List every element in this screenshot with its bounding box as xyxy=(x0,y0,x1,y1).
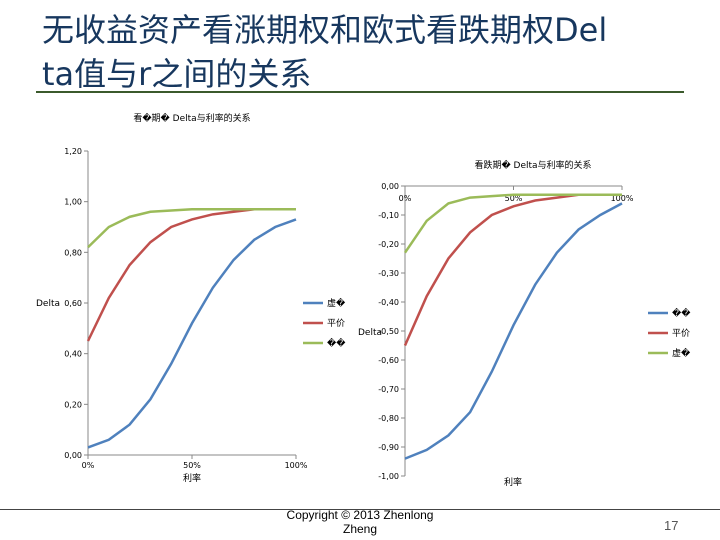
chart1-y-tick-label: 1,00 xyxy=(64,198,82,207)
chart2-y-tick-label: -0,50 xyxy=(378,327,399,336)
chart1-series-line xyxy=(87,218,297,449)
chart2-y-tick-label: -0,70 xyxy=(378,385,399,394)
chart1-title: 看�期� Delta与利率的关系 xyxy=(133,112,250,124)
chart2-y-tick-label: -0,30 xyxy=(378,269,399,278)
chart2-title: 看跌期� Delta与利率的关系 xyxy=(474,159,591,171)
chart2-y-tick-label: -0,40 xyxy=(378,298,399,307)
chart1-legend-label: 平价 xyxy=(327,318,345,329)
chart1-y-tick-label: 0,40 xyxy=(64,350,82,359)
copyright-text: Copyright © 2013 Zhenlong Zheng xyxy=(286,508,434,536)
chart1-x-label: 利率 xyxy=(183,472,201,484)
chart1-y-label: Delta xyxy=(36,299,60,309)
chart2-y-label: Delta xyxy=(358,328,382,338)
chart2-x-tick-label: 50% xyxy=(505,194,523,203)
chart2-series-line xyxy=(404,202,623,460)
chart1-legend-label: 虚� xyxy=(327,297,346,309)
chart1-y-tick-label: 0,00 xyxy=(64,451,82,460)
chart2-y-tick-label: -0,90 xyxy=(378,443,399,452)
chart1-y-tick-label: 0,60 xyxy=(64,299,82,308)
chart2-legend-label: 平价 xyxy=(672,328,690,339)
chart2-y-tick-label: -1,00 xyxy=(378,472,399,481)
chart2-y-tick-label: -0,20 xyxy=(378,240,399,249)
slide-title: 无收益资产看涨期权和欧式看跌期权Del ta值与r之间的关系 xyxy=(42,8,702,96)
chart2-x-tick-label: 100% xyxy=(611,194,634,203)
slide-title-line1: 无收益资产看涨期权和欧式看跌期权Del xyxy=(42,11,608,49)
chart2-legend-label: �� xyxy=(672,307,691,319)
chart2-legend-label: 虚� xyxy=(672,347,691,359)
call-delta-chart: 看�期� Delta与利率的关系 0,00 0,20 0,40 0,60 0,80 1,00… xyxy=(36,112,346,484)
title-divider xyxy=(36,91,684,93)
chart1-y-tick-label: 0,80 xyxy=(64,248,82,257)
chart2-y-tick-label: -0,80 xyxy=(378,414,399,423)
chart2-x-label: 利率 xyxy=(504,476,522,488)
chart2-y-tick-label: 0,00 xyxy=(381,182,399,191)
page-number: 17 xyxy=(664,518,679,533)
chart1-y-tick-label: 0,20 xyxy=(64,400,82,409)
footer-divider xyxy=(0,509,720,510)
chart1-legend-label: �� xyxy=(327,337,346,349)
chart1-x-tick-label: 100% xyxy=(285,461,308,470)
charts-canvas: 看�期� Delta与利率的关系 0,00 0,20 0,40 0,60 0,80 1,00… xyxy=(36,112,691,488)
chart2-y-tick-label: -0,60 xyxy=(378,356,399,365)
chart1-series-line xyxy=(87,208,296,249)
chart2-series-line xyxy=(403,193,622,254)
chart2-y-tick-label: -0,10 xyxy=(378,211,399,220)
chart1-x-tick-label: 50% xyxy=(183,461,201,470)
put-delta-chart: 看跌期� Delta与利率的关系 0,00 -0,10 -0,20 -0,30 -0,40… xyxy=(358,159,691,488)
chart1-x-tick-label: 0% xyxy=(82,461,95,470)
chart2-x-tick-label: 0% xyxy=(399,194,412,203)
slide-title-line2: ta值与r之间的关系 xyxy=(42,55,312,93)
chart1-y-tick-label: 1,20 xyxy=(64,147,82,156)
